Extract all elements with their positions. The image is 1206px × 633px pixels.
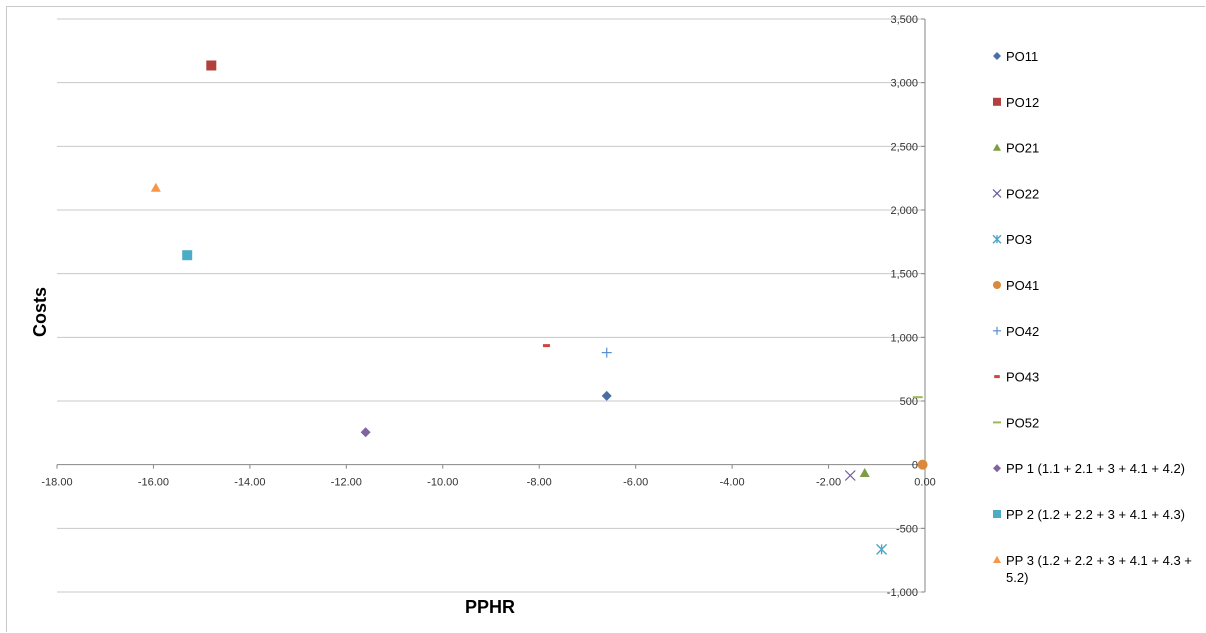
legend-label: PO22 (1006, 186, 1039, 201)
legend-label: PO41 (1006, 278, 1039, 293)
legend-marker (993, 555, 1001, 563)
point-pp1 (360, 427, 371, 438)
legend-marker (993, 326, 1001, 335)
x-tick-label: -18.00 (41, 477, 72, 489)
y-tick-label: 1,000 (890, 332, 918, 344)
legend-marker (993, 97, 1001, 106)
x-tick-label: -14.00 (234, 477, 265, 489)
x-tick-label: -16.00 (138, 477, 169, 489)
legend-label: PO12 (1006, 95, 1039, 110)
legend-marker (992, 188, 1002, 198)
y-tick-label: 500 (900, 396, 918, 408)
legend-marker (994, 375, 1000, 379)
point-po3 (876, 543, 888, 555)
legend-marker (993, 143, 1001, 151)
point-po11 (601, 390, 612, 401)
legend: PO11 PO12 PO21 PO22 PO3 PO41 PO42 PO43 PO52 PP 1 … (992, 49, 1192, 585)
x-tick-label: -12.00 (331, 477, 362, 489)
legend-label: PP 1 (1.1 + 2.1 + 3 + 4.1 + 4.2) (1006, 461, 1185, 476)
data-points (150, 60, 928, 555)
point-po21 (859, 467, 870, 477)
axes (56, 18, 926, 593)
legend-label: PP 2 (1.2 + 2.2 + 3 + 4.1 + 4.3) (1006, 507, 1185, 522)
point-po43 (542, 344, 550, 348)
x-tick-label: -6.00 (623, 477, 648, 489)
chart-frame (6, 6, 1205, 632)
y-tick-label: 0 (912, 460, 918, 472)
x-tick-label: -8.00 (527, 477, 552, 489)
legend-marker (993, 510, 1001, 518)
point-po41 (917, 459, 928, 470)
legend-label: PO52 (1006, 415, 1039, 430)
legend-label: PP 3 (1.2 + 2.2 + 3 + 4.1 + 4.3 +5.2) (1006, 553, 1192, 585)
point-pp2 (182, 250, 193, 261)
y-tick-label: 1,500 (890, 269, 918, 281)
legend-marker (992, 234, 1002, 244)
point-pp3 (150, 182, 161, 192)
y-tick-label: -500 (896, 523, 918, 535)
legend-marker (993, 281, 1001, 289)
y-axis-title: Costs (30, 287, 50, 337)
y-tick-label: 2,000 (890, 205, 918, 217)
tick-labels: 3,500 3,000 2,500 2,000 1,500 1,000 500 0 -500 -1… (41, 14, 935, 599)
y-tick-label: -1,000 (887, 587, 918, 599)
x-axis-title: PPHR (465, 597, 515, 617)
x-tick-label: 0.00 (914, 477, 935, 489)
legend-marker (993, 464, 1001, 473)
x-tick-label: -4.00 (720, 477, 745, 489)
legend-marker (993, 52, 1001, 60)
legend-label: PO11 (1006, 49, 1038, 64)
legend-label: PO43 (1006, 370, 1039, 385)
point-po22 (844, 470, 856, 481)
x-tick-label: -2.00 (816, 477, 841, 489)
y-tick-label: 2,500 (890, 141, 918, 153)
x-tick-label: -10.00 (427, 477, 458, 489)
y-tick-label: 3,000 (890, 78, 918, 90)
legend-label: PO42 (1006, 324, 1039, 339)
legend-label: PO3 (1006, 232, 1032, 247)
point-po42 (601, 347, 612, 358)
grid-lines (57, 18, 925, 593)
legend-label: PO21 (1006, 141, 1039, 156)
point-po12 (206, 60, 217, 71)
y-tick-label: 3,500 (890, 14, 918, 26)
